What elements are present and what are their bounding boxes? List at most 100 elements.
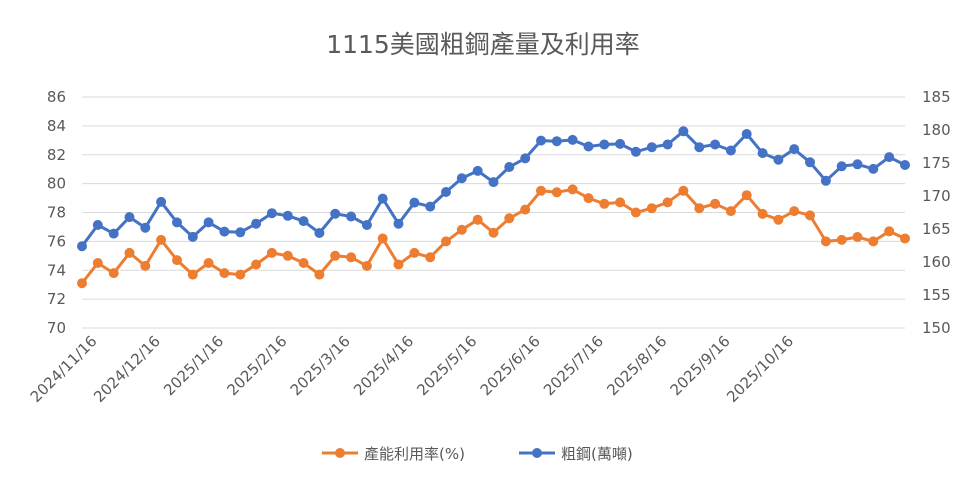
data-point xyxy=(472,165,483,176)
data-point xyxy=(757,148,768,159)
data-point xyxy=(520,153,531,164)
data-point xyxy=(77,241,87,252)
data-point xyxy=(662,139,673,150)
data-point xyxy=(235,269,246,280)
data-point xyxy=(203,217,214,228)
legend-marker-utilization xyxy=(335,448,345,458)
data-point xyxy=(852,159,863,170)
x-tick-label: 2025/2/16 xyxy=(223,332,290,399)
data-point xyxy=(773,154,784,165)
data-point xyxy=(694,203,705,214)
right-tick-label: 180 xyxy=(922,121,951,139)
data-point xyxy=(251,218,262,229)
data-point xyxy=(710,198,721,209)
data-point xyxy=(789,144,800,155)
data-point xyxy=(678,185,689,196)
x-tick-label: 2025/8/16 xyxy=(603,332,670,399)
data-point xyxy=(488,177,499,188)
data-point xyxy=(599,139,610,150)
data-point xyxy=(820,175,831,186)
data-point xyxy=(741,129,752,139)
right-tick-label: 150 xyxy=(922,319,951,337)
right-tick-label: 165 xyxy=(922,220,951,238)
data-point xyxy=(124,247,135,258)
x-tick-label: 2025/5/16 xyxy=(413,332,480,399)
data-point xyxy=(235,227,246,238)
data-point xyxy=(773,214,784,225)
right-tick-label: 170 xyxy=(922,187,951,205)
data-point xyxy=(520,204,531,215)
data-point xyxy=(646,142,657,153)
right-tick-label: 155 xyxy=(922,286,951,304)
data-point xyxy=(820,236,831,247)
series-layer xyxy=(77,126,910,289)
data-point xyxy=(567,184,578,195)
chart-title: 1115美國粗鋼產量及利用率 xyxy=(326,30,640,59)
data-point xyxy=(314,228,325,238)
data-point xyxy=(77,278,87,289)
data-point xyxy=(757,208,768,219)
data-point xyxy=(710,139,721,150)
left-tick-label: 76 xyxy=(47,232,66,250)
data-point xyxy=(884,226,895,237)
legend-marker-crude-steel xyxy=(532,448,542,458)
data-point xyxy=(868,236,879,247)
gridlines xyxy=(82,96,905,329)
data-point xyxy=(900,160,910,170)
data-point xyxy=(599,198,610,209)
left-tick-label: 78 xyxy=(47,204,66,222)
data-point xyxy=(789,206,800,217)
x-tick-label: 2025/7/16 xyxy=(540,332,607,399)
data-point xyxy=(551,187,562,198)
data-point xyxy=(456,173,467,184)
data-point xyxy=(393,259,404,270)
data-point xyxy=(504,213,515,224)
data-point xyxy=(156,196,167,207)
data-point xyxy=(583,193,594,204)
data-point xyxy=(92,220,103,230)
data-point xyxy=(536,135,546,146)
data-point xyxy=(805,157,815,168)
data-point xyxy=(836,161,847,172)
data-point xyxy=(108,268,119,279)
data-point xyxy=(251,259,262,270)
x-tick-label: 2025/9/16 xyxy=(667,332,734,399)
right-y-axis: 150 155 160 165 170 175 180 185 xyxy=(922,88,951,337)
legend-label-crude-steel: 粗鋼(萬噸) xyxy=(561,445,633,463)
data-point xyxy=(900,233,910,244)
data-point xyxy=(140,222,151,233)
data-point xyxy=(694,142,705,153)
x-tick-label: 2024/11/16 xyxy=(27,332,101,406)
data-point xyxy=(425,201,436,212)
data-point xyxy=(504,162,515,172)
data-point xyxy=(172,217,182,228)
data-point xyxy=(725,145,736,156)
data-point xyxy=(346,252,357,263)
data-point xyxy=(536,185,546,196)
left-tick-label: 72 xyxy=(47,290,66,308)
data-point xyxy=(346,211,357,222)
data-point xyxy=(441,236,451,247)
data-point xyxy=(172,255,182,266)
data-point xyxy=(330,250,341,261)
x-tick-label: 2025/3/16 xyxy=(287,332,354,399)
right-tick-label: 175 xyxy=(922,154,951,172)
left-tick-label: 86 xyxy=(47,88,66,106)
data-point xyxy=(836,234,847,245)
data-point xyxy=(266,208,277,219)
data-point xyxy=(219,268,230,279)
data-point xyxy=(646,203,657,214)
data-point xyxy=(441,187,451,197)
left-tick-label: 70 xyxy=(47,319,66,337)
legend-label-utilization: 產能利用率(%) xyxy=(364,445,465,463)
data-point xyxy=(409,197,420,208)
data-point xyxy=(140,260,151,271)
x-axis: 2024/11/162024/12/162025/1/162025/2/1620… xyxy=(27,332,797,406)
x-tick-label: 2024/12/16 xyxy=(90,332,164,406)
data-point xyxy=(298,258,309,268)
left-tick-label: 74 xyxy=(47,261,66,279)
x-tick-label: 2025/10/16 xyxy=(723,332,797,406)
data-point xyxy=(266,247,277,258)
